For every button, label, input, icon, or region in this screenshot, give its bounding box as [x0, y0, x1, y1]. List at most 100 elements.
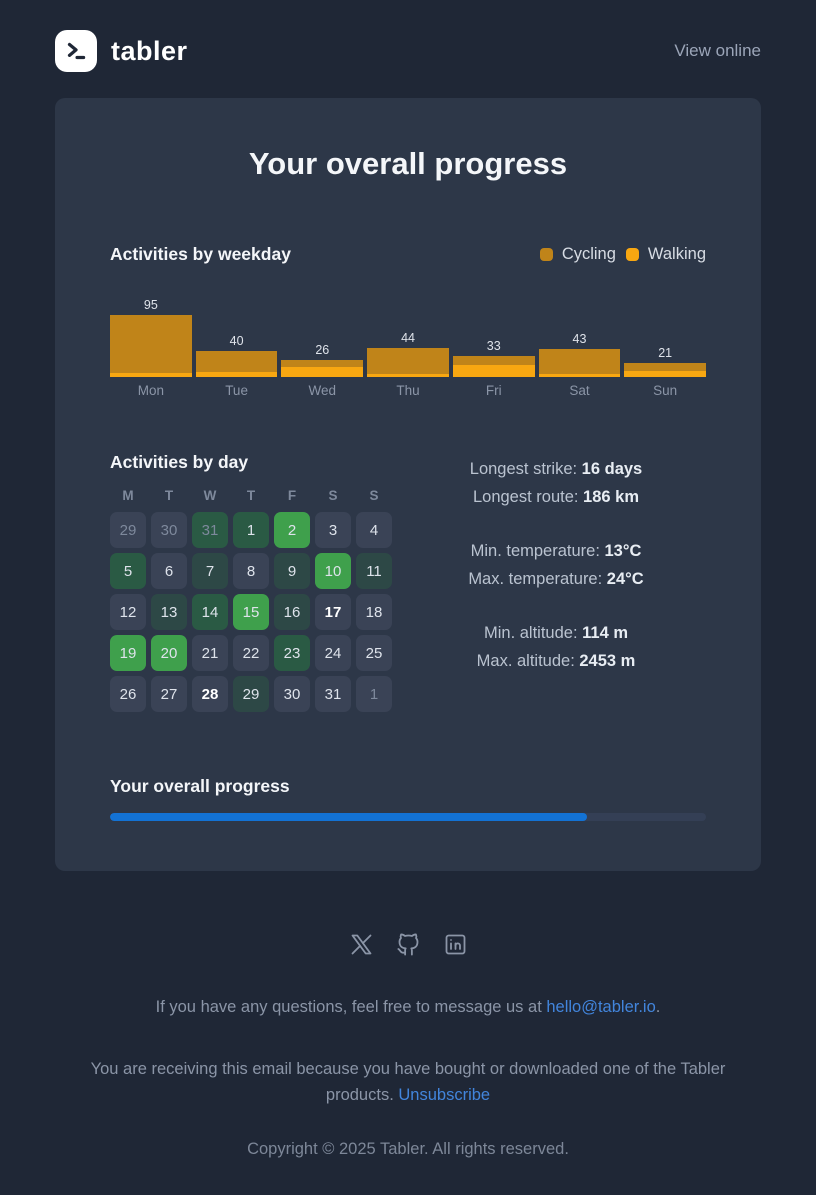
stat-label: Min. temperature:	[470, 542, 605, 560]
bar-wed: 26	[281, 343, 364, 377]
linkedin-icon[interactable]	[442, 931, 469, 958]
calendar-day-cell: 24	[315, 635, 351, 671]
calendar-day-cell: 22	[233, 635, 269, 671]
stat-line: Max. temperature: 24°C	[406, 566, 706, 594]
bar-category-label: Sun	[653, 383, 678, 398]
email-link[interactable]: hello@tabler.io	[546, 998, 656, 1016]
bar-segment-cycling	[110, 315, 192, 374]
stat-group: Min. altitude: 114 m Max. altitude: 2453 …	[406, 620, 706, 675]
stat-line: Longest strike: 16 days	[406, 456, 706, 484]
weekday-section-title: Activities by weekday	[110, 244, 291, 264]
stat-value: 24°C	[606, 569, 644, 588]
day-section-title: Activities by day	[110, 452, 249, 472]
calendar-day-cell: 5	[110, 553, 146, 589]
email-page: tabler View online Your overall progress…	[55, 30, 761, 1158]
progress-card: Your overall progress Activities by week…	[55, 98, 761, 871]
copyright-line: Copyright © 2025 Tabler. All rights rese…	[247, 1140, 569, 1158]
calendar-weekday-header: W	[203, 488, 217, 503]
bar-value-label: 44	[401, 331, 415, 346]
brand-name: tabler	[111, 35, 188, 66]
view-online-link[interactable]: View online	[674, 41, 761, 60]
calendar-weekday-header: T	[246, 488, 256, 503]
bar-segment-walking	[195, 371, 278, 377]
stat-group: Longest strike: 16 days Longest route: 18…	[406, 456, 706, 511]
calendar-day-cell: 17	[315, 594, 351, 630]
unsubscribe-link[interactable]: Unsubscribe	[398, 1086, 491, 1104]
stat-value: 13°C	[604, 542, 642, 560]
bar-sun: 21	[624, 346, 707, 377]
stat-line: Min. temperature: 13°C	[406, 538, 706, 566]
bar-value-label: 40	[229, 333, 244, 348]
x-icon[interactable]	[348, 931, 375, 958]
calendar-day-cell: 8	[233, 553, 269, 589]
bar-category-label: Fri	[485, 383, 502, 398]
cycling-swatch-icon	[539, 248, 553, 261]
bar-category-label: Tue	[225, 383, 248, 398]
legend-item: Walking	[625, 245, 706, 264]
stat-value: 114 m	[582, 624, 628, 642]
calendar-day-cell: 15	[233, 594, 269, 630]
legend-label: Cycling	[561, 245, 616, 263]
calendar-weekday-header: S	[369, 488, 379, 503]
card-title: Your overall progress	[248, 146, 568, 181]
stat-label: Longest strike:	[469, 460, 582, 478]
bar-segment-cycling	[538, 348, 621, 374]
calendar-day-cell: 31	[315, 676, 351, 712]
social-links	[55, 931, 761, 958]
bar-segment-cycling	[281, 360, 364, 367]
bar-segment-cycling	[452, 355, 535, 366]
bar-segment-walking	[452, 365, 535, 377]
calendar-grid: 29 30 31 1 2 3 4 5 6 7 8 9 10 11 12 13 14 15 16 17 18 19 20 21 2…	[110, 512, 406, 712]
calendar-day-cell: 9	[274, 553, 310, 589]
github-icon[interactable]	[395, 931, 422, 958]
bar-value-label: 33	[486, 338, 501, 353]
bar-category-label: Mon	[137, 383, 164, 398]
bar-category-label: Sat	[569, 383, 590, 398]
progress-bar-fill	[110, 813, 587, 821]
bar-segment-walking	[367, 373, 449, 377]
calendar-day-cell: 23	[274, 635, 310, 671]
stat-label: Longest route:	[472, 487, 584, 506]
footer-questions-text: If you have any questions, feel free to …	[155, 998, 547, 1016]
chart-legend: Cycling Walking	[539, 245, 706, 264]
calendar-weekday-header: M	[122, 488, 134, 503]
calendar-day-cell: 26	[110, 676, 146, 712]
bar-thu: 44	[367, 331, 449, 377]
calendar-weekday-header: S	[328, 488, 338, 503]
calendar-day-cell: 6	[151, 553, 187, 589]
bar-tue: 40	[195, 333, 278, 377]
bar-segment-walking	[110, 373, 192, 377]
brand: tabler	[55, 30, 188, 72]
legend-label: Walking	[647, 245, 706, 263]
calendar-day-cell: 30	[151, 512, 187, 548]
calendar-day-cell: 4	[356, 512, 392, 548]
stat-line: Longest route: 186 km	[406, 484, 706, 512]
stat-line: Min. altitude: 114 m	[406, 620, 706, 648]
bar-value-label: 26	[315, 343, 330, 358]
calendar-day-cell: 14	[192, 594, 228, 630]
stat-value: 16 days	[581, 460, 643, 478]
stat-group: Min. temperature: 13°C Max. temperature: …	[406, 538, 706, 593]
weekday-bar-chart: 95 40 26 44 33 43 21	[110, 277, 707, 377]
calendar-day-cell: 31	[192, 512, 228, 548]
calendar-day-cell: 1	[356, 676, 392, 712]
walking-swatch-icon	[625, 248, 639, 261]
weekday-chart-categories: Mon Tue Wed Thu Fri Sat Sun	[110, 383, 706, 398]
calendar-day-cell: 25	[356, 635, 392, 671]
calendar-weekday-header: F	[287, 488, 297, 503]
calendar-day-cell: 7	[192, 553, 228, 589]
progress-bar-track	[110, 813, 706, 821]
stat-label: Max. temperature:	[468, 569, 607, 588]
bar-segment-cycling	[367, 348, 449, 374]
bar-category-label: Wed	[308, 383, 337, 398]
stat-value: 2453 m	[579, 651, 636, 670]
bar-segment-walking	[538, 373, 621, 377]
calendar-day-cell: 30	[274, 676, 310, 712]
progress-section: Your overall progress	[110, 776, 706, 821]
stat-label: Max. altitude:	[476, 651, 580, 670]
bar-segment-cycling	[624, 363, 707, 371]
calendar-day-cell: 11	[356, 553, 392, 589]
bar-category-label: Thu	[396, 383, 420, 398]
